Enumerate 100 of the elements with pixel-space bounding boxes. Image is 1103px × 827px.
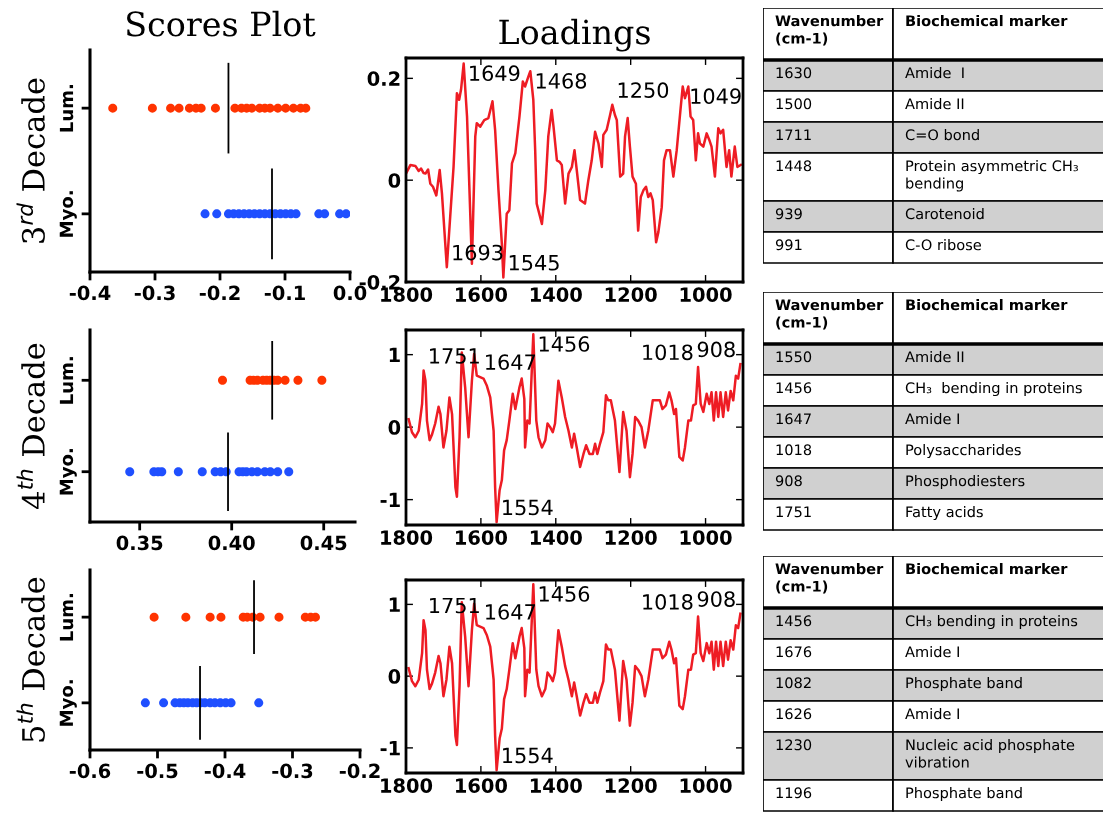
text: 939 — [775, 208, 802, 220]
x-tick-label: 1800 — [381, 530, 433, 545]
text: 1230 — [776, 739, 812, 751]
y-tick-label: 0.2 — [367, 71, 400, 87]
text: Fatty acids — [906, 506, 983, 521]
y-tick-label: Myo. — [59, 680, 77, 726]
text: Amide I — [905, 708, 959, 720]
annotation: 1049 — [691, 88, 741, 105]
y-tick-label: Lum. — [59, 84, 74, 132]
x-tick-label: -0.6 — [69, 763, 111, 779]
text: Phosphate band — [906, 787, 1022, 802]
annotation: 1018 — [643, 344, 693, 361]
x-tick-label: -0.2 — [199, 285, 240, 301]
text: Wavenumber (cm-1) — [775, 563, 884, 594]
text: Biochemical marker — [906, 299, 1068, 311]
x-tick-label: -0.1 — [264, 285, 305, 301]
annotation: 1545 — [509, 255, 559, 271]
text: Amide I — [905, 646, 959, 658]
annotation: 1456 — [539, 336, 590, 352]
x-tick-label: 1200 — [605, 530, 657, 545]
text: Nucleic acid phosphate vibration — [905, 739, 1075, 768]
y-tick-label: 0 — [388, 420, 401, 435]
y-tick-label: 1 — [389, 597, 400, 612]
text: 1751 — [776, 506, 811, 518]
x-tick-label: -0.4 — [69, 285, 111, 301]
text: 1711 — [776, 129, 811, 141]
annotation: 1468 — [536, 72, 587, 89]
text: Biochemical marker — [906, 15, 1068, 27]
y-axis-title: 4$^{th}$ Decade — [16, 343, 45, 510]
x-tick-label: -0.5 — [137, 763, 178, 779]
y-tick-label: -1 — [380, 492, 400, 508]
x-tick-label: 0.40 — [208, 535, 255, 551]
x-tick-label: 0.45 — [300, 535, 347, 551]
text: Amide II — [905, 351, 964, 363]
text: Amide I — [905, 67, 964, 79]
text: Biochemical marker — [906, 563, 1068, 575]
text: 991 — [775, 239, 802, 251]
x-tick-label: 1000 — [680, 778, 732, 793]
text: Amide II — [905, 98, 964, 110]
text: CH₃ bending in proteins — [905, 382, 1082, 397]
x-tick-label: 1800 — [381, 778, 433, 793]
annotation: 1250 — [618, 82, 669, 99]
text: Protein asymmetric CH₃ bending — [906, 160, 1078, 192]
text: 1630 — [776, 67, 812, 79]
text: C-O ribose — [905, 239, 981, 251]
text: 1456 — [776, 382, 812, 394]
y-tick-label: Myo. — [59, 449, 77, 495]
text: Phosphate band — [906, 677, 1022, 692]
x-tick-label: 1400 — [530, 778, 582, 793]
text: 1500 — [776, 98, 812, 110]
text: C=O bond — [905, 129, 979, 141]
x-tick-label: 1600 — [456, 778, 508, 793]
text: 1626 — [776, 708, 812, 720]
x-tick-label: 0.35 — [116, 535, 163, 551]
text: 908 — [775, 475, 802, 487]
annotation: 1018 — [643, 594, 693, 610]
x-tick-label: 1400 — [530, 530, 582, 545]
y-tick-label: 0 — [388, 173, 401, 188]
text: 1448 — [776, 160, 812, 172]
y-tick-label: Lum. — [59, 357, 74, 404]
chart-title: Loadings — [499, 18, 650, 52]
x-tick-label: -0.3 — [272, 763, 313, 779]
x-tick-label: 1400 — [530, 287, 582, 302]
annotation: 1649 — [470, 65, 520, 82]
y-tick-label: -1 — [380, 741, 400, 756]
y-tick-label: Myo. — [59, 191, 77, 237]
text: 1082 — [776, 677, 811, 689]
text: 1456 — [776, 615, 812, 627]
x-tick-label: 1600 — [456, 287, 508, 302]
text: Amide I — [905, 413, 959, 425]
text: Phosphodiesters — [906, 475, 1025, 490]
text: 1018 — [776, 444, 812, 456]
x-tick-label: 1200 — [605, 287, 657, 302]
chart-title: Scores Plot — [127, 10, 316, 37]
y-tick-label: 1 — [389, 347, 400, 363]
y-axis-title: 3$^{rd}$ Decade — [16, 78, 45, 243]
x-tick-label: -0.3 — [134, 285, 175, 301]
text: Wavenumber (cm-1) — [775, 299, 884, 330]
annotation: 1554 — [503, 499, 553, 516]
y-tick-label: Lum. — [59, 593, 74, 641]
text: Wavenumber (cm-1) — [775, 15, 884, 46]
text: Polysaccharides — [906, 444, 1021, 459]
y-axis-title: 5$^{th}$ Decade — [16, 577, 45, 742]
y-tick-label: 0 — [388, 669, 401, 684]
x-tick-label: 1000 — [680, 287, 732, 302]
x-tick-label: 1600 — [456, 530, 508, 545]
text: CH₃ bending in proteins — [905, 615, 1078, 630]
text: 1196 — [776, 787, 812, 799]
x-tick-label: -0.2 — [339, 763, 380, 779]
text: Carotenoid — [905, 208, 984, 220]
x-tick-label: 1200 — [605, 778, 657, 793]
x-tick-label: 1000 — [680, 530, 732, 545]
x-tick-label: -0.4 — [204, 763, 246, 779]
annotation: 1554 — [503, 747, 553, 764]
text: 1647 — [776, 413, 811, 425]
annotation: 908 — [697, 591, 735, 607]
text: 1550 — [776, 351, 812, 363]
annotation: 1456 — [539, 586, 590, 602]
text: 1676 — [776, 646, 812, 658]
annotation: 908 — [697, 341, 735, 358]
